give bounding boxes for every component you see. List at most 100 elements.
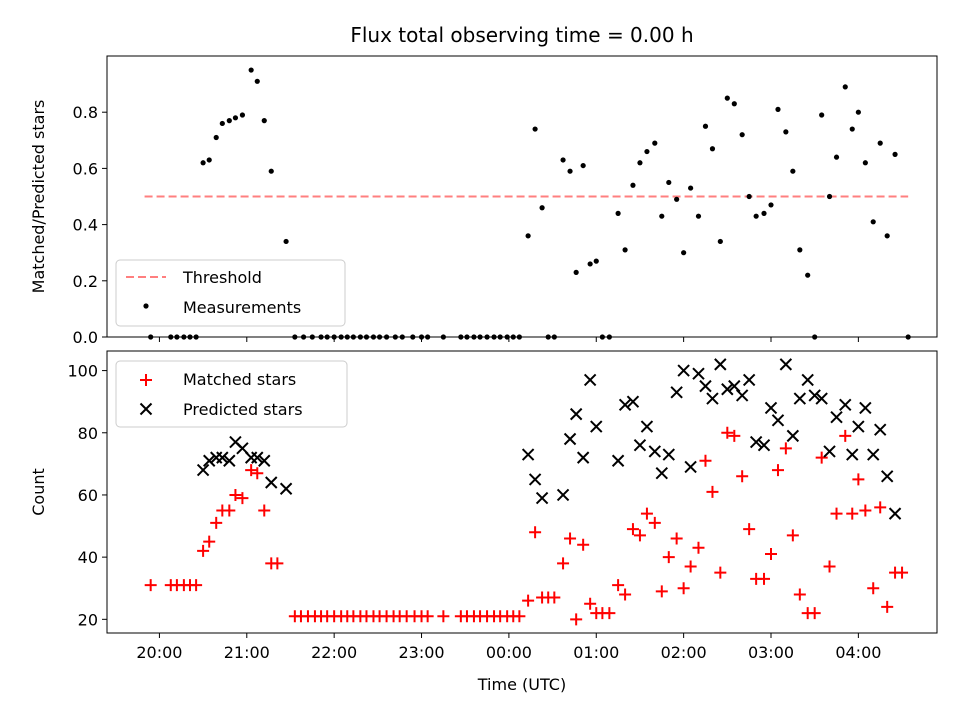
matched-point <box>758 572 771 585</box>
matched-point <box>557 557 570 570</box>
measurement-point <box>688 185 694 191</box>
matched-point <box>648 516 661 529</box>
predicted-point <box>823 445 836 458</box>
matched-point <box>859 504 872 517</box>
predicted-point <box>786 429 800 443</box>
matched-point <box>867 582 880 595</box>
matched-point <box>684 560 697 573</box>
matched-point <box>564 532 577 545</box>
measurement-point <box>717 238 723 245</box>
predicted-point <box>251 451 264 464</box>
measurement-point <box>681 250 687 256</box>
matched-point <box>619 588 632 601</box>
predicted-point <box>801 373 814 387</box>
measurement-point <box>239 112 246 118</box>
bottom-xlabel: Time (UTC) <box>477 675 566 694</box>
measurement-point <box>849 126 855 132</box>
matched-point <box>197 544 210 557</box>
predicted-point <box>279 482 293 495</box>
matched-point <box>692 541 705 554</box>
chart-title: Flux total observing time = 0.00 h <box>350 23 693 47</box>
matched-point <box>655 585 668 598</box>
predicted-point <box>839 398 852 411</box>
matched-point <box>808 607 821 620</box>
matched-point <box>251 467 264 480</box>
matched-point <box>874 501 887 514</box>
measurement-point <box>877 140 883 146</box>
matched-point <box>830 507 843 520</box>
measurement-point <box>790 168 796 174</box>
matched-point <box>815 451 828 464</box>
matched-point <box>229 488 242 501</box>
predicted-point <box>874 423 887 436</box>
matched-point <box>612 579 625 592</box>
predicted-point <box>662 448 675 461</box>
top-ytick-label: 0.0 <box>73 328 98 347</box>
matched-point <box>786 529 799 542</box>
measurement-point <box>746 193 752 200</box>
measurement-point <box>213 134 219 141</box>
top-legend: Threshold Measurements <box>115 259 346 327</box>
measurement-point <box>674 196 680 202</box>
measurement-point <box>659 213 665 219</box>
predicted-point <box>852 420 865 433</box>
measurement-point <box>855 109 861 115</box>
predicted-point <box>528 473 542 486</box>
matched-point <box>793 588 806 601</box>
measurement-point <box>539 205 545 211</box>
predicted-point <box>203 454 216 467</box>
predicted-point <box>721 383 734 396</box>
matched-point <box>677 582 690 595</box>
bottom-xtick-label: 21:00 <box>224 643 270 662</box>
matched-point <box>245 464 258 477</box>
measurement-point <box>622 247 628 253</box>
measurement-point <box>254 78 260 84</box>
matched-point <box>640 507 653 520</box>
bottom-ytick-label: 80 <box>78 424 98 443</box>
bottom-xtick-label: 04:00 <box>835 643 881 662</box>
predicted-point <box>742 373 756 387</box>
predicted-point <box>633 438 647 452</box>
predicted-point <box>706 392 719 405</box>
predicted-point <box>735 389 749 402</box>
top-ylabel: Matched/Predicted stars <box>29 100 48 294</box>
matched-point <box>144 579 157 592</box>
measurement-point <box>666 179 672 186</box>
legend-matched-swatch <box>140 374 152 386</box>
matched-point <box>626 523 639 536</box>
matched-point <box>633 529 646 542</box>
top-ytick-label: 0.2 <box>73 272 98 291</box>
legend-threshold-label: Threshold <box>182 268 262 287</box>
matched-point <box>662 551 675 564</box>
measurement-point <box>587 261 593 267</box>
predicted-point <box>771 414 785 427</box>
measurement-point <box>753 213 759 219</box>
measurement-point <box>580 162 586 169</box>
matched-point <box>203 535 216 548</box>
measurement-point <box>695 213 702 219</box>
matched-point <box>522 594 535 607</box>
bottom-ytick-label: 60 <box>78 486 98 505</box>
measurement-point <box>833 154 840 160</box>
bottom-xtick-label: 03:00 <box>748 643 794 662</box>
legend-predicted-label: Predicted stars <box>183 400 303 419</box>
predicted-point <box>569 407 583 421</box>
bottom-xtick-label: 22:00 <box>311 643 357 662</box>
predicted-point <box>779 358 793 371</box>
predicted-point <box>258 454 271 467</box>
top-panel: 0.0 0.2 0.4 0.6 0.8 Matched/Predicted stars Th… <box>29 55 938 347</box>
measurement-point <box>761 210 767 216</box>
matched-point <box>896 566 909 579</box>
predicted-point <box>583 373 597 387</box>
matched-point <box>881 600 894 613</box>
predicted-point <box>670 386 683 399</box>
matched-point <box>190 579 203 592</box>
top-frame-overlay <box>106 55 938 338</box>
bottom-xtick-label: 23:00 <box>398 643 444 662</box>
predicted-point <box>196 463 210 477</box>
predicted-point <box>692 367 705 380</box>
measurement-point <box>870 219 876 225</box>
measurement-point <box>644 148 650 155</box>
bottom-xtick-label: 00:00 <box>486 643 532 662</box>
